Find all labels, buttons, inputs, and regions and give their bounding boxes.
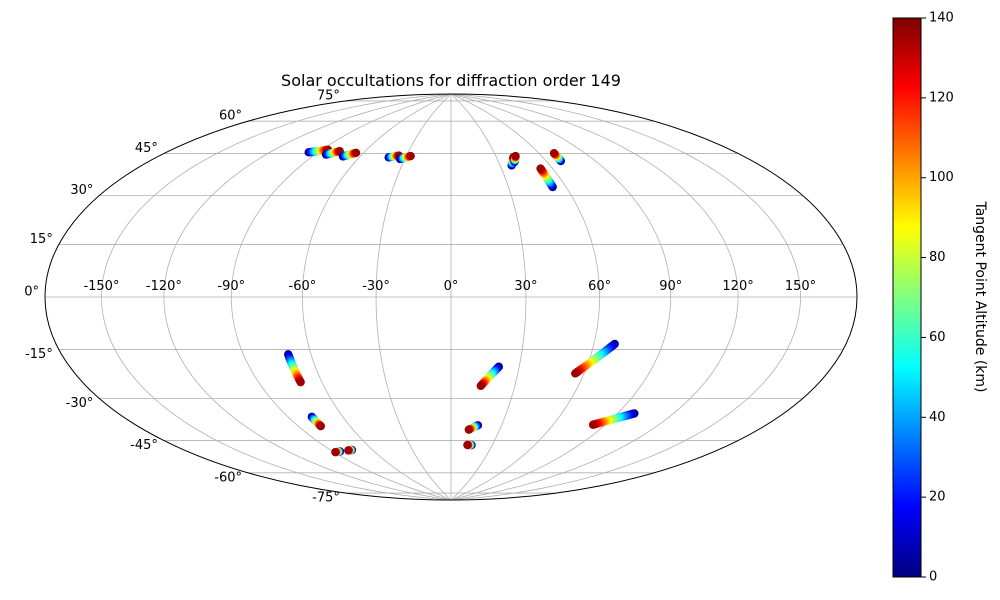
- map-boundary: [44, 93, 858, 501]
- occultation-point: [536, 164, 545, 173]
- latitude-tick-label: -15°: [25, 347, 53, 362]
- colorbar-tick-label: 140: [929, 11, 954, 26]
- longitude-tick-label: 150°: [785, 279, 816, 294]
- latitude-tick-label: 60°: [219, 109, 242, 124]
- occultation-point: [463, 440, 472, 450]
- colorbar-tick-label: 20: [929, 490, 946, 505]
- latitude-tick-label: -75°: [312, 491, 340, 506]
- occultation-point: [464, 425, 474, 434]
- longitude-tick-label: -60°: [289, 279, 317, 294]
- colorbar-label: Tangent Point Altitude (km): [972, 200, 988, 392]
- occultation-point: [571, 369, 580, 378]
- colorbar-gradient: [892, 17, 922, 578]
- longitude-tick-label: 120°: [722, 279, 753, 294]
- occultation-point: [296, 377, 305, 387]
- latitude-tick-label: 75°: [317, 88, 340, 103]
- longitude-tick-label: 60°: [588, 279, 611, 294]
- occultation-point: [344, 446, 353, 455]
- longitude-tick-label: -150°: [83, 279, 119, 294]
- occultation-points: [284, 145, 639, 457]
- longitude-tick-label: -90°: [217, 279, 245, 294]
- latitude-tick-label: 0°: [24, 285, 39, 300]
- colorbar-ticks: 0 20 40 60 80 100 120 140: [921, 11, 954, 585]
- occultation-point: [549, 149, 559, 158]
- latitude-tick-label: -30°: [66, 396, 94, 411]
- occultation-point: [588, 420, 598, 429]
- colorbar-tick-label: 60: [929, 330, 946, 345]
- map-gridlines: [45, 94, 857, 500]
- occultation-point: [476, 381, 486, 391]
- occultation-point: [406, 151, 415, 161]
- latitude-tick-label: 15°: [30, 232, 53, 247]
- longitude-tick-label: 0°: [444, 279, 459, 294]
- longitude-tick-label: -30°: [362, 279, 390, 294]
- latitude-tick-label: -60°: [214, 470, 242, 485]
- chart-title: Solar occultations for diffraction order…: [281, 71, 621, 90]
- occultation-point: [316, 421, 326, 431]
- longitude-tick-label: -120°: [146, 279, 182, 294]
- longitude-tick-labels: -150° -120° -90° -60° -30° 0° 30° 60° 90° 120° 150…: [83, 279, 816, 294]
- latitude-tick-label: 45°: [135, 141, 158, 156]
- longitude-tick-label: 90°: [659, 279, 682, 294]
- longitude-tick-label: 30°: [514, 279, 537, 294]
- colorbar-tick-label: 80: [929, 250, 946, 265]
- occultation-point: [351, 148, 361, 157]
- colorbar-tick-label: 0: [929, 570, 937, 585]
- occultation-point: [511, 151, 520, 161]
- colorbar: 0 20 40 60 80 100 120 140 Tangent Point Altitud…: [892, 11, 988, 585]
- colorbar-tick-label: 40: [929, 410, 946, 425]
- latitude-tick-labels: 75° 60° 45° 30° 15° 0° -15° -30° -45° -60° -75°: [24, 88, 340, 505]
- latitude-tick-label: -45°: [130, 438, 158, 453]
- colorbar-tick-label: 120: [929, 90, 954, 105]
- occultation-point: [331, 447, 340, 457]
- colorbar-tick-label: 100: [929, 170, 954, 185]
- latitude-tick-label: 30°: [70, 183, 93, 198]
